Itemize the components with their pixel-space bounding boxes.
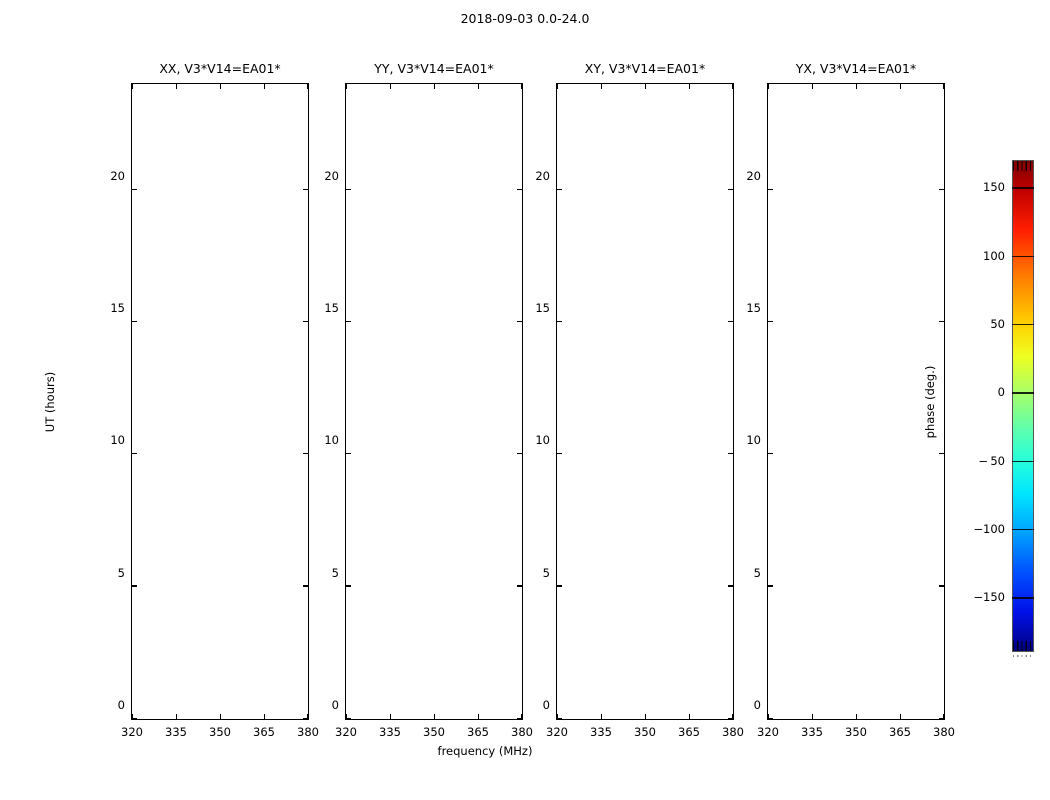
ytick-label: 10 bbox=[746, 433, 761, 448]
xtick-label: 320 bbox=[757, 725, 779, 739]
ytick-label: 5 bbox=[542, 565, 550, 580]
ytick-label: 15 bbox=[110, 301, 125, 316]
xtick-label: 335 bbox=[801, 725, 823, 739]
colorbar-under-dots bbox=[1013, 655, 1033, 657]
ytick-label: 15 bbox=[746, 301, 761, 316]
ytick-label: 20 bbox=[110, 168, 125, 183]
ytick-label: 20 bbox=[535, 168, 550, 183]
xtick-label: 380 bbox=[722, 725, 744, 739]
panel-title-xy: XY, V3*V14=EA01* bbox=[584, 61, 706, 76]
xtick-label: 365 bbox=[253, 725, 275, 739]
plot-panel-xx[interactable]: XX, V3*V14=EA01* 0 5 10 15 20 320 335 35… bbox=[110, 61, 319, 739]
colorbar-gradient bbox=[1012, 160, 1034, 652]
panel-title-xx: XX, V3*V14=EA01* bbox=[159, 61, 281, 76]
plot-panel-xy[interactable]: XY, V3*V14=EA01* 0 5 10 15 20 320 335 35… bbox=[535, 61, 744, 739]
ytick-label: 10 bbox=[110, 433, 125, 448]
xtick-label: 335 bbox=[590, 725, 612, 739]
ytick-label: 20 bbox=[746, 168, 761, 183]
y-axis-label: UT (hours) bbox=[43, 371, 57, 433]
ytick-label: 0 bbox=[331, 698, 339, 712]
colorbar-tick-label: −100 bbox=[973, 522, 1005, 536]
ytick-label: 5 bbox=[331, 565, 339, 580]
xtick-label: 365 bbox=[467, 725, 489, 739]
ytick-label: 10 bbox=[535, 433, 550, 448]
colorbar-under-hatch bbox=[1013, 641, 1033, 651]
xtick-label: 320 bbox=[546, 725, 568, 739]
xtick-label: 365 bbox=[889, 725, 911, 739]
ytick-label: 0 bbox=[542, 698, 550, 712]
ytick-label: 0 bbox=[753, 698, 761, 712]
xtick-label: 365 bbox=[678, 725, 700, 739]
xtick-label: 335 bbox=[165, 725, 187, 739]
ytick-label: 5 bbox=[753, 565, 761, 580]
colorbar-tick-label: 150 bbox=[983, 180, 1005, 195]
colorbar-over-hatch bbox=[1013, 161, 1033, 171]
colorbar[interactable]: 150 100 50 0 − 50 −100 −150 bbox=[973, 160, 1034, 657]
plot-panel-yx[interactable]: YX, V3*V14=EA01* 0 5 10 15 20 320 335 35… bbox=[746, 61, 955, 739]
ytick-label: 15 bbox=[324, 301, 339, 316]
xtick-label: 335 bbox=[379, 725, 401, 739]
colorbar-tick-label: 50 bbox=[990, 316, 1005, 331]
xtick-label: 380 bbox=[933, 725, 955, 739]
panel-title-yy: YY, V3*V14=EA01* bbox=[374, 61, 494, 76]
figure-suptitle: 2018-09-03 0.0-24.0 bbox=[460, 11, 590, 26]
ytick-label: 20 bbox=[324, 168, 339, 183]
ytick-label: 15 bbox=[535, 301, 550, 316]
colorbar-tick-label: 100 bbox=[983, 248, 1005, 263]
xtick-label: 350 bbox=[845, 725, 867, 739]
xtick-label: 350 bbox=[634, 725, 656, 739]
panel-title-yx: YX, V3*V14=EA01* bbox=[795, 61, 917, 76]
colorbar-tick-label: −150 bbox=[973, 590, 1005, 605]
x-axis-label: frequency (MHz) bbox=[437, 744, 533, 758]
xtick-label: 350 bbox=[209, 725, 231, 739]
colorbar-tick-label: 0 bbox=[997, 385, 1005, 400]
xtick-label: 380 bbox=[297, 725, 319, 739]
colorbar-axis-label: phase (deg.) bbox=[923, 365, 937, 439]
xtick-label: 380 bbox=[511, 725, 533, 739]
xtick-label: 350 bbox=[423, 725, 445, 739]
colorbar-tick-label: − 50 bbox=[978, 453, 1005, 468]
xtick-label: 320 bbox=[335, 725, 357, 739]
ytick-label: 5 bbox=[117, 565, 125, 580]
plot-panel-yy[interactable]: YY, V3*V14=EA01* 0 5 10 15 20 320 335 35… bbox=[324, 61, 533, 739]
ytick-label: 10 bbox=[324, 433, 339, 448]
ytick-label: 0 bbox=[117, 698, 125, 712]
xtick-label: 320 bbox=[121, 725, 143, 739]
